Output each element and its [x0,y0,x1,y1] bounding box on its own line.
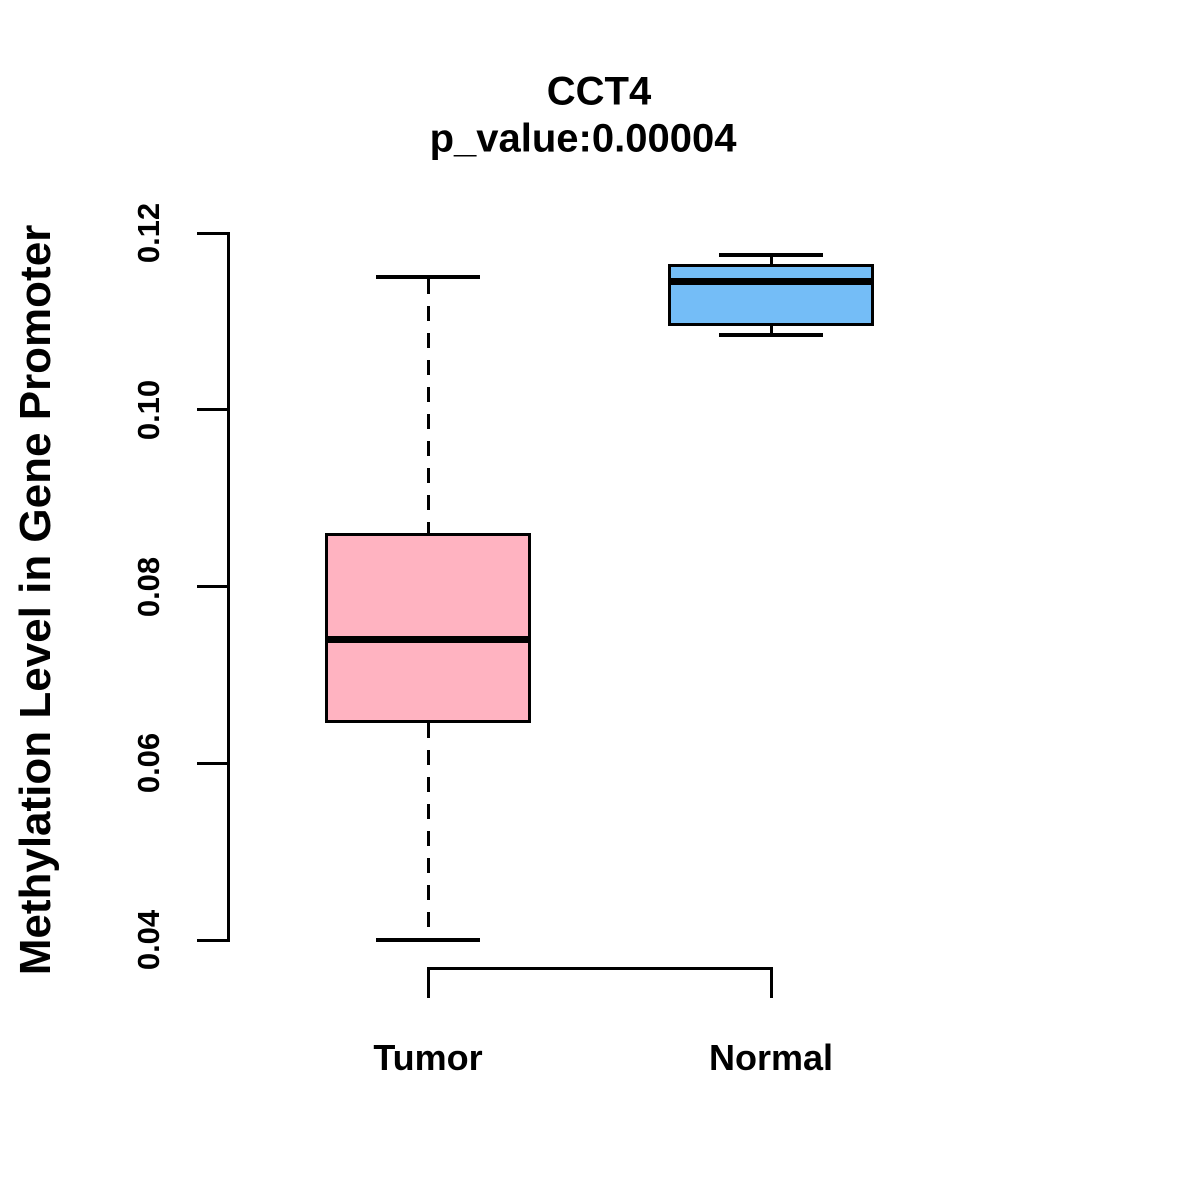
normal-upper-whisker [769,257,773,264]
y-axis-tick-label: 0.06 [131,733,166,794]
x-axis-tick [769,968,773,998]
tumor-box [325,533,531,724]
y-axis-tick-label: 0.04 [131,909,166,971]
y-axis-tick [197,761,227,765]
chart-title: CCT4 [546,69,652,114]
y-axis-tick-label: 0.12 [131,202,166,264]
y-axis-tick [197,408,227,412]
y-axis-tick-label: 0.10 [131,379,166,440]
category-label-normal: Normal [708,1037,834,1078]
x-axis-line [426,966,773,970]
x-axis-tick [426,968,430,998]
tumor-lower-whisker-cap [376,938,480,942]
y-axis-tick [197,585,227,588]
normal-lower-whisker-cap [719,332,823,337]
chart-subtitle: p_value:0.00004 [429,116,737,161]
y-axis-tick [197,231,227,235]
normal-median-line [668,278,874,286]
tumor-median-line [325,636,531,644]
normal-box [668,263,874,326]
category-label-tumor: Tumor [373,1037,483,1078]
tumor-upper-whisker-cap [376,275,480,280]
tumor-lower-whisker [426,723,430,938]
y-axis-tick [197,938,227,942]
normal-lower-whisker [769,325,773,333]
tumor-upper-whisker [426,279,430,534]
normal-upper-whisker-cap [719,253,823,258]
y-axis-tick-label: 0.08 [131,556,166,617]
y-axis-line [227,231,230,942]
